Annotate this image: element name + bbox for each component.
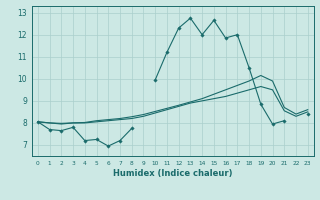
X-axis label: Humidex (Indice chaleur): Humidex (Indice chaleur) <box>113 169 233 178</box>
